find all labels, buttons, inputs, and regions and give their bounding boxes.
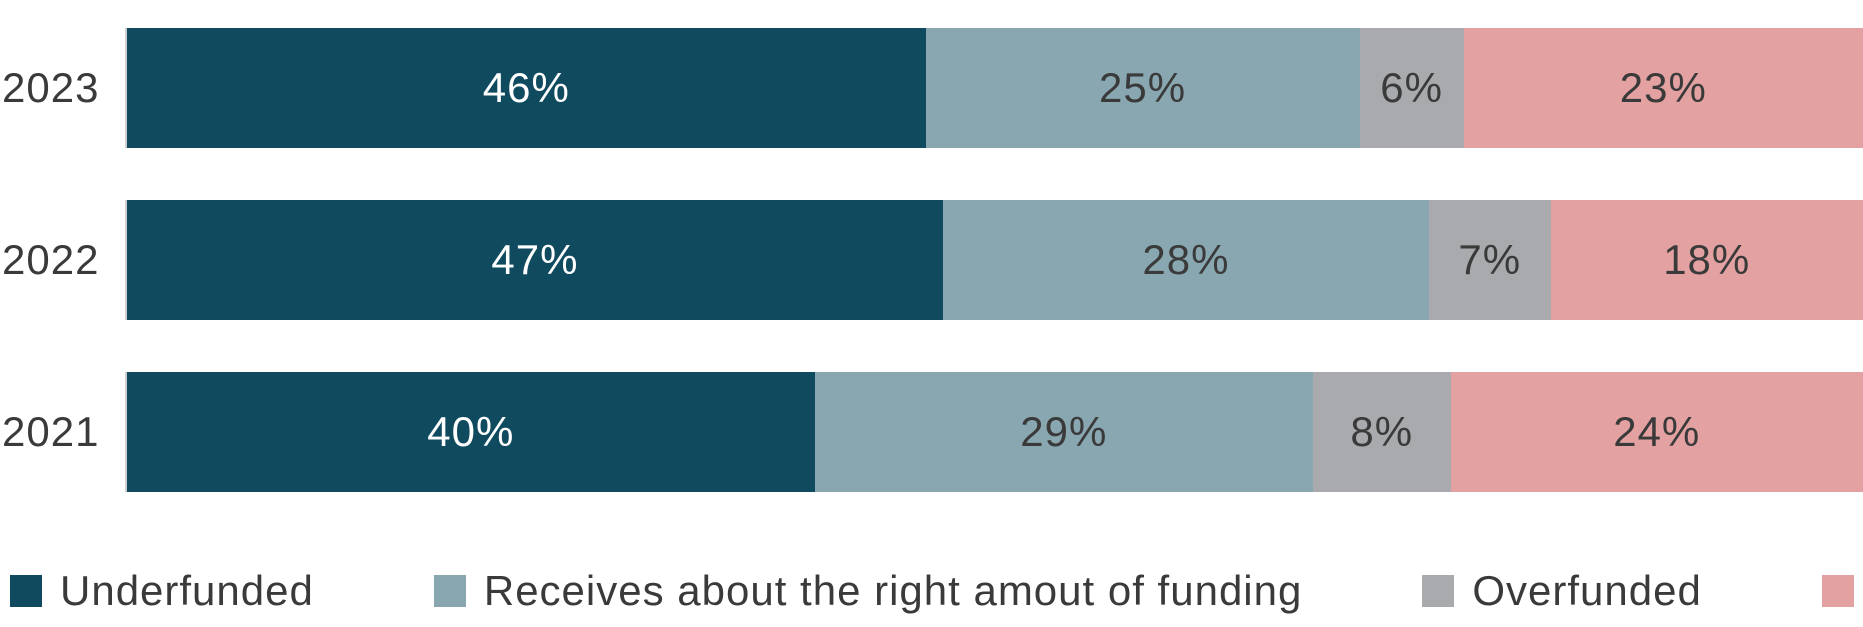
legend-item-overfunded: Overfunded — [1422, 567, 1701, 615]
legend-label: Receives about the right amout of fundin… — [484, 567, 1303, 615]
legend-label: Underfunded — [60, 567, 314, 615]
bar-segment-dk_nr: 18% — [1551, 200, 1863, 320]
bar-segment-value: 25% — [1099, 64, 1186, 112]
bar-segment-value: 8% — [1350, 408, 1413, 456]
year-label: 2023 — [0, 64, 125, 112]
bar-segment-underfunded: 46% — [127, 28, 926, 148]
bar-segment-underfunded: 40% — [127, 372, 815, 492]
bar-stack: 40% 29% 8% 24% — [125, 372, 1863, 492]
bar-stack: 47% 28% 7% 18% — [125, 200, 1863, 320]
legend-label: Overfunded — [1472, 567, 1701, 615]
bar-segment-value: 24% — [1613, 408, 1700, 456]
bar-segment-right_amount: 28% — [943, 200, 1429, 320]
bar-segment-overfunded: 8% — [1313, 372, 1451, 492]
legend-item-right_amount: Receives about the right amout of fundin… — [434, 567, 1303, 615]
chart-row: 2023 46% 25% 6% 23% — [0, 28, 1863, 148]
legend-swatch — [434, 575, 466, 607]
stacked-bar-chart: 2023 46% 25% 6% 23% 2022 47% 28% 7% 18% 2021 40% 29%… — [0, 28, 1863, 492]
bar-stack: 46% 25% 6% 23% — [125, 28, 1863, 148]
bar-segment-value: 47% — [491, 236, 578, 284]
bar-segment-right_amount: 25% — [926, 28, 1360, 148]
bar-segment-value: 29% — [1020, 408, 1107, 456]
bar-segment-value: 7% — [1458, 236, 1521, 284]
legend-item-underfunded: Underfunded — [10, 567, 314, 615]
legend-swatch — [1822, 575, 1854, 607]
chart-legend: Underfunded Receives about the right amou… — [0, 567, 1863, 615]
bar-segment-overfunded: 6% — [1360, 28, 1464, 148]
year-label: 2022 — [0, 236, 125, 284]
bar-segment-value: 28% — [1142, 236, 1229, 284]
bar-segment-dk_nr: 23% — [1464, 28, 1863, 148]
bar-segment-value: 23% — [1620, 64, 1707, 112]
year-label: 2021 — [0, 408, 125, 456]
legend-item-dk_nr: DK/NR — [1822, 567, 1863, 615]
bar-segment-value: 18% — [1663, 236, 1750, 284]
bar-segment-value: 40% — [427, 408, 514, 456]
bar-segment-underfunded: 47% — [127, 200, 943, 320]
legend-swatch — [1422, 575, 1454, 607]
bar-segment-value: 6% — [1380, 64, 1443, 112]
bar-segment-dk_nr: 24% — [1451, 372, 1863, 492]
legend-swatch — [10, 575, 42, 607]
bar-segment-right_amount: 29% — [815, 372, 1313, 492]
bar-segment-overfunded: 7% — [1429, 200, 1551, 320]
chart-row: 2022 47% 28% 7% 18% — [0, 200, 1863, 320]
chart-row: 2021 40% 29% 8% 24% — [0, 372, 1863, 492]
bar-segment-value: 46% — [483, 64, 570, 112]
